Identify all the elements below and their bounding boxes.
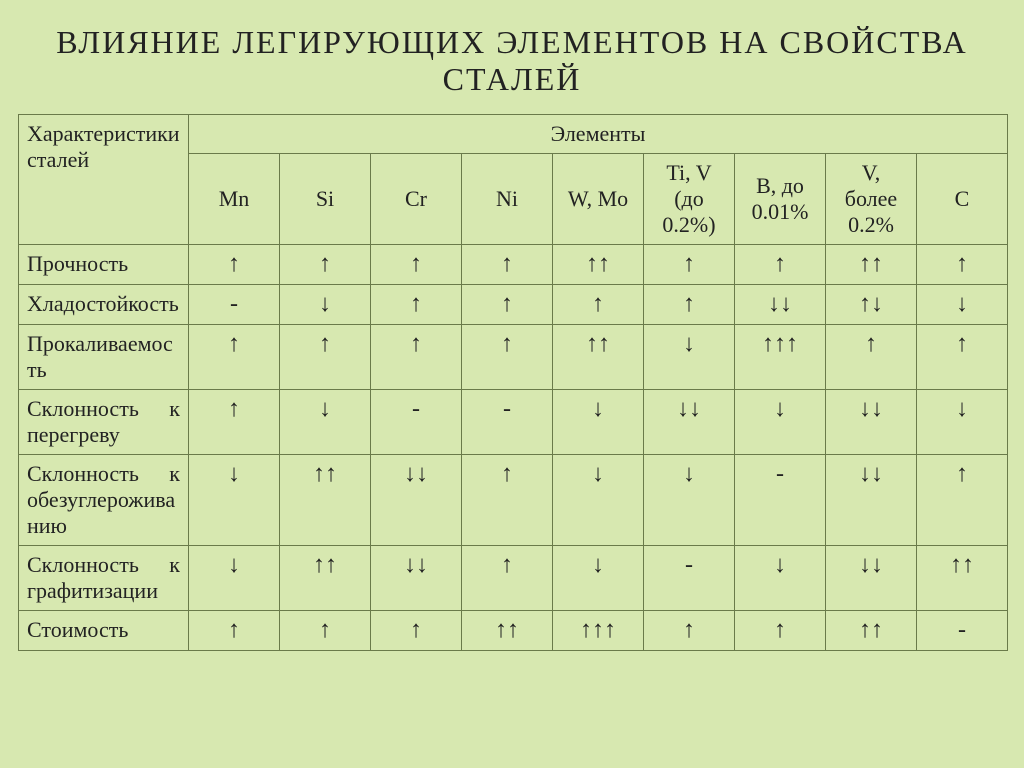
col-c: C: [917, 154, 1008, 245]
col-b: B, до 0.01%: [735, 154, 826, 245]
cell: ↑: [462, 325, 553, 390]
cell: ↓: [189, 546, 280, 611]
cell: ↑↑: [553, 245, 644, 285]
cell: ↓: [917, 285, 1008, 325]
cell: ↓: [735, 390, 826, 455]
cell: ↑: [462, 455, 553, 546]
cell: ↓: [644, 455, 735, 546]
cell: -: [371, 390, 462, 455]
table-row: Склонность к графитизации ↓ ↑↑ ↓↓ ↑ ↓ - …: [19, 546, 1008, 611]
cell: ↑: [371, 611, 462, 651]
cell: -: [189, 285, 280, 325]
cell: ↑↑: [826, 245, 917, 285]
cell: ↑: [917, 245, 1008, 285]
cell: ↓: [189, 455, 280, 546]
row-label: Склонность к обезуглероживанию: [19, 455, 189, 546]
col-header-label: Элементы: [189, 115, 1008, 154]
cell: ↓↓: [371, 546, 462, 611]
col-wmo: W, Mo: [553, 154, 644, 245]
row-label: Прочность: [19, 245, 189, 285]
cell: ↑: [462, 285, 553, 325]
cell: ↑↑: [553, 325, 644, 390]
row-label: Хладостойкость: [19, 285, 189, 325]
table-row: Прокаливаемость ↑ ↑ ↑ ↑ ↑↑ ↓ ↑↑↑ ↑ ↑: [19, 325, 1008, 390]
cell: ↓↓: [826, 546, 917, 611]
table-row: Хладостойкость - ↓ ↑ ↑ ↑ ↑ ↓↓ ↑↓ ↓: [19, 285, 1008, 325]
cell: ↑: [826, 325, 917, 390]
cell: ↑: [735, 611, 826, 651]
cell: ↓: [735, 546, 826, 611]
cell: ↑: [462, 546, 553, 611]
cell: ↓: [644, 325, 735, 390]
cell: -: [644, 546, 735, 611]
cell: ↑: [917, 455, 1008, 546]
row-label: Стоимость: [19, 611, 189, 651]
table-header-row-1: Характеристики сталей Элементы: [19, 115, 1008, 154]
cell: ↓: [280, 285, 371, 325]
cell: ↑↑: [917, 546, 1008, 611]
row-label: Склонность к графитизации: [19, 546, 189, 611]
cell: ↑: [553, 285, 644, 325]
cell: -: [462, 390, 553, 455]
row-header-label: Характеристики сталей: [19, 115, 189, 245]
cell: ↓: [553, 455, 644, 546]
cell: ↓↓: [735, 285, 826, 325]
page: ВЛИЯНИЕ ЛЕГИРУЮЩИХ ЭЛЕМЕНТОВ НА СВОЙСТВА…: [0, 0, 1024, 768]
alloying-elements-table: Характеристики сталей Элементы Mn Si Cr …: [18, 114, 1008, 651]
cell: ↓↓: [371, 455, 462, 546]
table-row: Склонность к перегреву ↑ ↓ - - ↓ ↓↓ ↓ ↓↓…: [19, 390, 1008, 455]
cell: ↑: [371, 285, 462, 325]
cell: ↓: [553, 390, 644, 455]
col-ni: Ni: [462, 154, 553, 245]
col-tiv: Ti, V (до 0.2%): [644, 154, 735, 245]
cell: ↑: [644, 611, 735, 651]
table-row: Стоимость ↑ ↑ ↑ ↑↑ ↑↑↑ ↑ ↑ ↑↑ -: [19, 611, 1008, 651]
cell: ↑: [462, 245, 553, 285]
row-label: Склонность к перегреву: [19, 390, 189, 455]
cell: ↑: [917, 325, 1008, 390]
cell: -: [917, 611, 1008, 651]
cell: ↓: [280, 390, 371, 455]
cell: ↑: [644, 245, 735, 285]
cell: -: [735, 455, 826, 546]
cell: ↑↑: [462, 611, 553, 651]
cell: ↑↑: [280, 455, 371, 546]
cell: ↑↑↑: [553, 611, 644, 651]
table-row: Склонность к обезуглероживанию ↓ ↑↑ ↓↓ ↑…: [19, 455, 1008, 546]
cell: ↑: [189, 325, 280, 390]
cell: ↑↑: [280, 546, 371, 611]
cell: ↓: [553, 546, 644, 611]
cell: ↓↓: [826, 455, 917, 546]
cell: ↑: [189, 390, 280, 455]
cell: ↑: [189, 611, 280, 651]
col-v: V, более 0.2%: [826, 154, 917, 245]
cell: ↑: [280, 325, 371, 390]
cell: ↓↓: [826, 390, 917, 455]
col-si: Si: [280, 154, 371, 245]
cell: ↑↑↑: [735, 325, 826, 390]
table-row: Прочность ↑ ↑ ↑ ↑ ↑↑ ↑ ↑ ↑↑ ↑: [19, 245, 1008, 285]
cell: ↑: [280, 245, 371, 285]
cell: ↑: [371, 325, 462, 390]
cell: ↑: [280, 611, 371, 651]
cell: ↑: [644, 285, 735, 325]
cell: ↑↓: [826, 285, 917, 325]
cell: ↑: [189, 245, 280, 285]
cell: ↑: [735, 245, 826, 285]
cell: ↓↓: [644, 390, 735, 455]
table-body: Прочность ↑ ↑ ↑ ↑ ↑↑ ↑ ↑ ↑↑ ↑ Хладостойк…: [19, 245, 1008, 651]
col-mn: Mn: [189, 154, 280, 245]
page-title: ВЛИЯНИЕ ЛЕГИРУЮЩИХ ЭЛЕМЕНТОВ НА СВОЙСТВА…: [18, 24, 1006, 98]
cell: ↓: [917, 390, 1008, 455]
col-cr: Cr: [371, 154, 462, 245]
cell: ↑↑: [826, 611, 917, 651]
cell: ↑: [371, 245, 462, 285]
row-label: Прокаливаемость: [19, 325, 189, 390]
